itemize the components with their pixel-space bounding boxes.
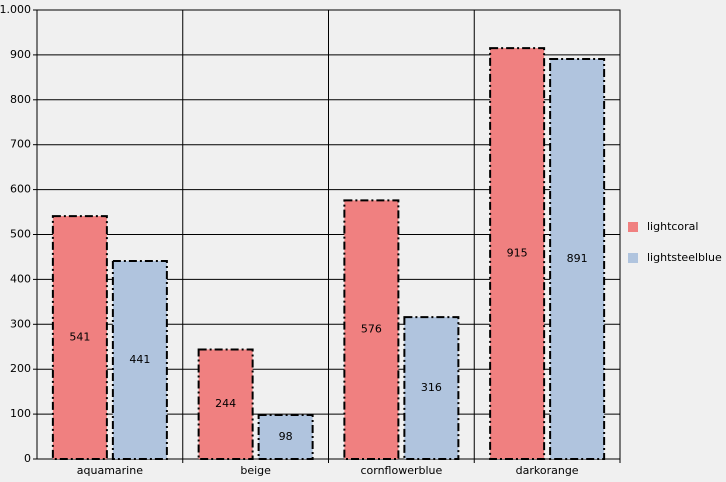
- data-label: 891: [567, 252, 588, 265]
- y-tick-label: 200: [10, 362, 31, 375]
- bar: [489, 47, 546, 460]
- y-tick-label: 600: [10, 183, 31, 196]
- legend-label: lightsteelblue: [647, 251, 722, 264]
- bar: [403, 316, 460, 460]
- x-tick-label: aquamarine: [77, 464, 143, 477]
- data-label: 441: [129, 353, 150, 366]
- bar: [343, 199, 400, 460]
- y-tick-label: 700: [10, 138, 31, 151]
- y-tick-label: 300: [10, 317, 31, 330]
- bar: [51, 215, 108, 460]
- x-tick-label: cornflowerblue: [360, 464, 442, 477]
- x-tick-label: beige: [240, 464, 271, 477]
- bar: [549, 57, 606, 460]
- data-label: 98: [279, 430, 293, 443]
- y-tick-label: 0: [24, 452, 31, 465]
- y-tick-label: 500: [10, 228, 31, 241]
- data-label: 244: [215, 397, 236, 410]
- y-tick-label: 1.000: [0, 3, 31, 16]
- bar: [257, 413, 314, 460]
- y-tick-label: 800: [10, 93, 31, 106]
- legend-swatch: [628, 253, 638, 263]
- y-tick-label: 400: [10, 272, 31, 285]
- data-label: 915: [507, 247, 528, 260]
- data-label: 541: [69, 331, 90, 344]
- legend-label: lightcoral: [647, 220, 698, 233]
- bar: [111, 259, 168, 460]
- y-tick-label: 100: [10, 407, 31, 420]
- data-label: 316: [421, 381, 442, 394]
- bar: [197, 348, 254, 460]
- x-tick-label: darkorange: [516, 464, 579, 477]
- data-label: 576: [361, 323, 382, 336]
- legend-swatch: [628, 222, 638, 232]
- y-tick-label: 900: [10, 48, 31, 61]
